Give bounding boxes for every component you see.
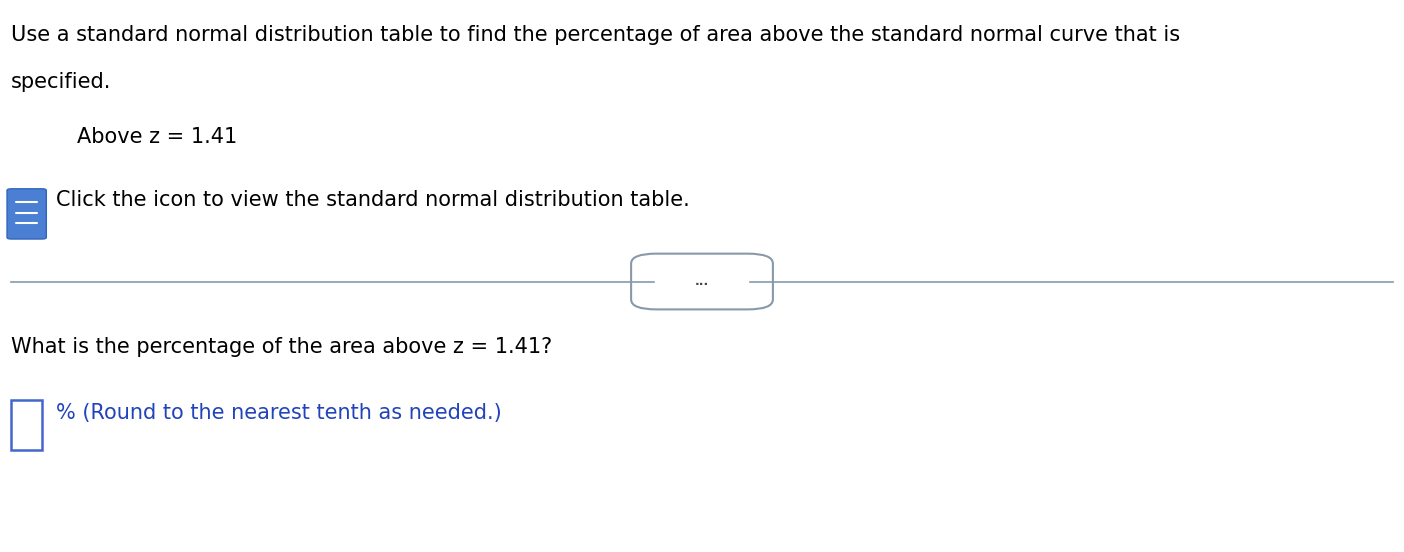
Text: Use a standard normal distribution table to find the percentage of area above th: Use a standard normal distribution table… bbox=[11, 25, 1181, 45]
Text: Above z = 1.41: Above z = 1.41 bbox=[77, 127, 237, 147]
Text: % (Round to the nearest tenth as needed.): % (Round to the nearest tenth as needed.… bbox=[56, 403, 501, 423]
Text: What is the percentage of the area above z = 1.41?: What is the percentage of the area above… bbox=[11, 337, 553, 357]
Text: ...: ... bbox=[695, 275, 709, 288]
FancyBboxPatch shape bbox=[7, 189, 46, 239]
Text: specified.: specified. bbox=[11, 72, 111, 92]
Text: Click the icon to view the standard normal distribution table.: Click the icon to view the standard norm… bbox=[56, 190, 689, 210]
FancyBboxPatch shape bbox=[632, 254, 772, 309]
FancyBboxPatch shape bbox=[11, 400, 42, 450]
